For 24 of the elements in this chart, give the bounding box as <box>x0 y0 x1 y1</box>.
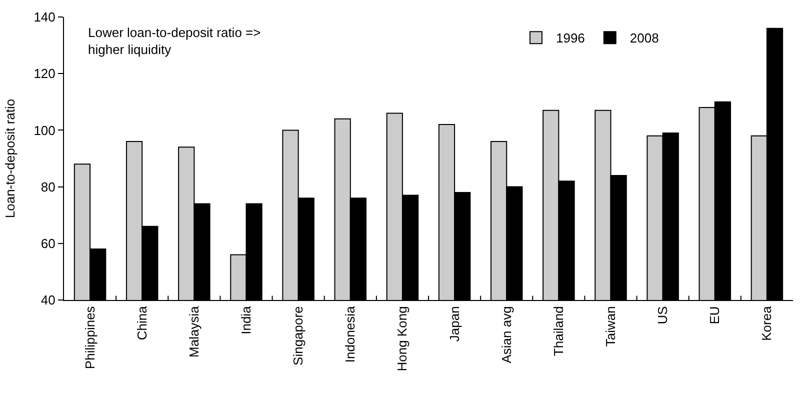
x-tick-label: Taiwan <box>602 306 618 347</box>
x-tick-label: Japan <box>446 306 462 342</box>
y-tick-label: 40 <box>40 292 56 308</box>
x-tick-label: Thailand <box>550 306 566 356</box>
x-tick-label: Korea <box>759 305 774 341</box>
legend-label: 1996 <box>556 30 585 46</box>
y-axis-title: Loan-to-deposit ratio <box>2 98 18 218</box>
y-tick-label: 60 <box>40 236 56 251</box>
x-tick-label: Indonesia <box>342 305 358 363</box>
legend-label: 2008 <box>630 30 659 46</box>
x-tick-label: EU <box>707 306 722 324</box>
x-tick-label: Malaysia <box>186 305 202 358</box>
x-tick-label: US <box>655 306 670 324</box>
x-tick-label: Singapore <box>290 306 306 366</box>
x-tick-label: Hong Kong <box>394 306 410 372</box>
x-tick-label: India <box>238 305 254 334</box>
annotation: Lower loan-to-deposit ratio => higher liquidity <box>88 25 261 57</box>
x-tick-label: Philippines <box>82 306 98 370</box>
y-tick-label: 80 <box>40 179 56 194</box>
x-tick-label: Asian avg <box>498 306 514 364</box>
y-tick-label: 140 <box>34 10 56 25</box>
y-tick-label: 100 <box>34 122 56 138</box>
x-tick-label: China <box>134 305 150 340</box>
y-tick-label: 120 <box>34 66 56 82</box>
